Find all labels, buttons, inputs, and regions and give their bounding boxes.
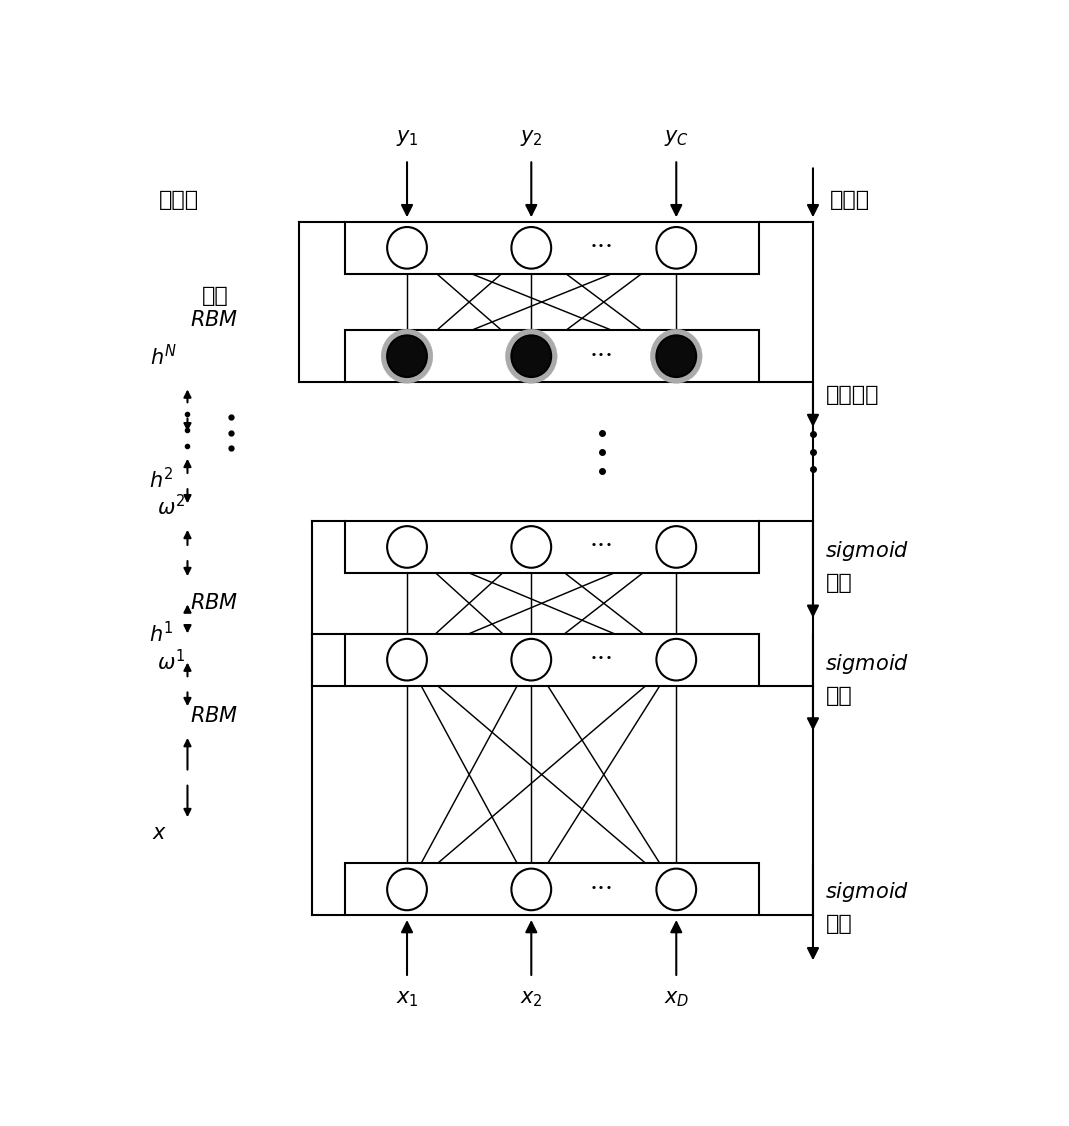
Bar — [345, 222, 759, 274]
Text: $x$: $x$ — [152, 823, 167, 843]
Text: ···: ··· — [590, 649, 614, 671]
Circle shape — [511, 868, 552, 910]
Circle shape — [656, 227, 696, 269]
Text: 无监督: 无监督 — [158, 190, 199, 211]
Bar — [345, 521, 759, 573]
Text: $sigmoid$: $sigmoid$ — [825, 881, 910, 904]
Circle shape — [387, 336, 427, 377]
Text: $h^N$: $h^N$ — [150, 343, 177, 369]
Text: $y_1$: $y_1$ — [396, 128, 418, 149]
Text: $sigmoid$: $sigmoid$ — [825, 539, 910, 563]
Text: $y_C$: $y_C$ — [664, 128, 688, 149]
Circle shape — [511, 336, 552, 377]
Circle shape — [387, 638, 427, 680]
Circle shape — [387, 526, 427, 568]
Circle shape — [382, 329, 433, 383]
Bar — [345, 634, 759, 686]
Text: $y_2$: $y_2$ — [520, 128, 543, 149]
Text: $RBM$: $RBM$ — [190, 593, 238, 614]
Text: ···: ··· — [590, 878, 614, 901]
Circle shape — [511, 227, 552, 269]
Bar — [345, 330, 759, 382]
Circle shape — [656, 638, 696, 680]
Text: ···: ··· — [590, 536, 614, 558]
Text: $h^1$: $h^1$ — [149, 622, 173, 646]
Circle shape — [656, 526, 696, 568]
Text: 有监督: 有监督 — [830, 190, 870, 211]
Text: ···: ··· — [590, 236, 614, 259]
Text: $\omega^1$: $\omega^1$ — [157, 649, 185, 674]
Circle shape — [511, 526, 552, 568]
Text: $h^2$: $h^2$ — [149, 466, 173, 492]
Circle shape — [387, 227, 427, 269]
Text: $sigmoid$: $sigmoid$ — [825, 652, 910, 676]
Text: 单元: 单元 — [825, 686, 852, 706]
Text: $RBM$: $RBM$ — [190, 706, 238, 726]
Circle shape — [656, 336, 696, 377]
Text: $x_1$: $x_1$ — [396, 989, 418, 1009]
Text: ···: ··· — [590, 345, 614, 368]
Bar — [345, 864, 759, 915]
Text: $RBM$: $RBM$ — [190, 310, 238, 330]
Circle shape — [506, 329, 557, 383]
Text: 单元: 单元 — [825, 573, 852, 593]
Text: 线性: 线性 — [202, 286, 229, 305]
Text: $\omega^2$: $\omega^2$ — [157, 494, 185, 520]
Text: $x_2$: $x_2$ — [520, 989, 543, 1009]
Text: 量子单元: 量子单元 — [825, 385, 879, 405]
Text: $x_D$: $x_D$ — [664, 989, 690, 1009]
Circle shape — [650, 329, 702, 383]
Circle shape — [511, 638, 552, 680]
Circle shape — [656, 868, 696, 910]
Circle shape — [387, 868, 427, 910]
Text: 单元: 单元 — [825, 914, 852, 935]
